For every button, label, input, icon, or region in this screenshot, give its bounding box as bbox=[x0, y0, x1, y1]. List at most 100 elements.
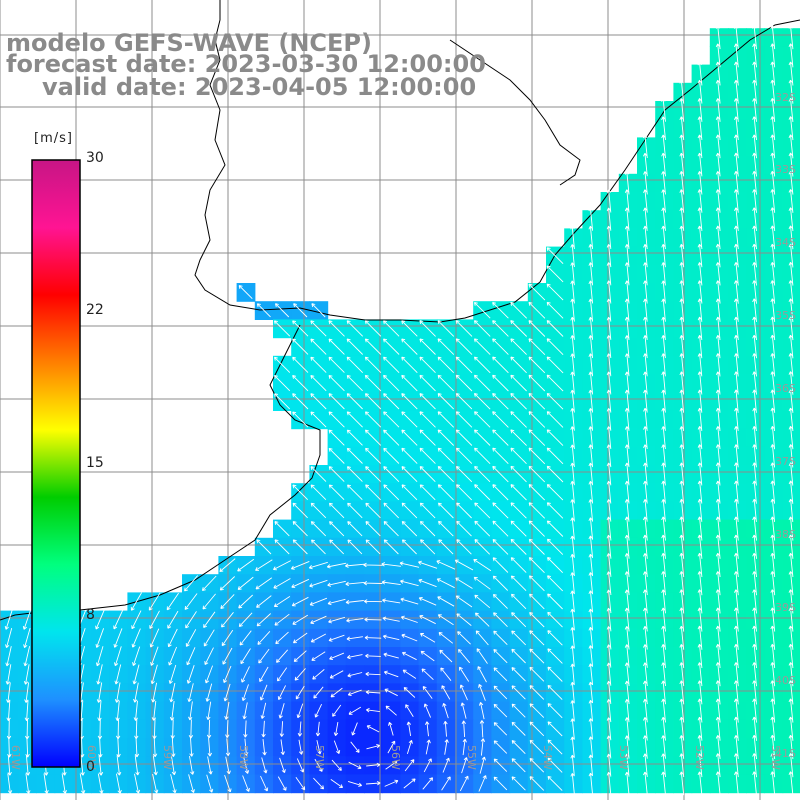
wind-arrow bbox=[752, 371, 757, 395]
wind-arrow bbox=[170, 755, 177, 776]
wind-arrow bbox=[383, 393, 400, 410]
wind-arrow bbox=[643, 298, 648, 322]
wind-arrow bbox=[455, 338, 473, 355]
wind-arrow bbox=[715, 662, 721, 687]
wind-arrow bbox=[280, 739, 285, 755]
wind-arrow bbox=[419, 393, 436, 410]
wind-arrow bbox=[168, 646, 178, 666]
wind-arrow bbox=[624, 298, 630, 322]
wind-arrow bbox=[715, 571, 721, 596]
wind-arrow bbox=[570, 608, 575, 631]
wind-arrow bbox=[788, 207, 794, 232]
wind-arrow bbox=[570, 225, 575, 249]
wind-arrow bbox=[437, 447, 454, 464]
wind-arrow bbox=[679, 189, 685, 213]
wind-arrow bbox=[528, 465, 546, 483]
wind-arrow bbox=[315, 721, 321, 737]
wind-arrow bbox=[588, 335, 594, 359]
wind-arrow bbox=[383, 411, 400, 428]
wind-arrow bbox=[570, 572, 575, 595]
wind-arrow bbox=[734, 480, 739, 504]
wind-arrow bbox=[734, 407, 739, 431]
wind-arrow bbox=[292, 539, 308, 555]
wind-arrow bbox=[273, 356, 291, 373]
wind-arrow bbox=[715, 243, 721, 268]
wind-arrow bbox=[547, 557, 564, 574]
wind-arrow bbox=[733, 753, 739, 778]
wind-arrow bbox=[788, 625, 794, 650]
wind-arrow bbox=[588, 718, 593, 740]
wind-arrow bbox=[492, 538, 509, 555]
wind-arrow bbox=[715, 735, 721, 759]
wind-arrow bbox=[715, 534, 721, 559]
wind-arrow bbox=[624, 607, 630, 632]
wind-arrow bbox=[570, 408, 575, 431]
wind-arrow bbox=[788, 680, 794, 705]
wind-arrow bbox=[187, 683, 194, 703]
wind-arrow bbox=[493, 667, 508, 682]
wind-arrow bbox=[311, 303, 326, 318]
wind-arrow bbox=[770, 480, 776, 504]
wind-arrow bbox=[221, 629, 234, 647]
wind-arrow bbox=[570, 244, 575, 268]
wind-arrow bbox=[149, 628, 160, 648]
wind-arrow bbox=[242, 775, 250, 792]
wind-arrow bbox=[661, 534, 666, 559]
wind-arrow bbox=[363, 562, 383, 568]
wind-arrow bbox=[734, 371, 739, 395]
wind-arrow bbox=[588, 389, 594, 413]
wind-arrow bbox=[401, 320, 418, 337]
wind-arrow bbox=[167, 610, 179, 629]
wind-arrow bbox=[528, 575, 545, 592]
wind-arrow bbox=[456, 502, 472, 519]
wind-arrow bbox=[733, 280, 739, 304]
coastline bbox=[0, 0, 800, 621]
wind-arrow bbox=[510, 356, 527, 374]
wind-arrow bbox=[511, 667, 526, 682]
wind-arrow bbox=[570, 298, 575, 322]
wind-arrow bbox=[477, 666, 487, 683]
wind-arrow bbox=[293, 650, 307, 662]
wind-arrow bbox=[697, 98, 703, 122]
wind-arrow bbox=[770, 98, 776, 122]
colorbar-tick-15: 15 bbox=[86, 455, 104, 471]
wind-arrow bbox=[203, 611, 216, 629]
wind-arrow bbox=[788, 116, 794, 141]
wind-arrow bbox=[493, 612, 508, 628]
wind-arrow bbox=[219, 576, 236, 591]
wind-arrow bbox=[606, 771, 612, 795]
wind-arrow bbox=[455, 465, 473, 483]
wind-arrow bbox=[293, 303, 308, 318]
wind-arrow bbox=[715, 753, 721, 778]
wind-arrow bbox=[770, 334, 776, 359]
wind-arrow bbox=[134, 737, 140, 758]
wind-arrow bbox=[510, 557, 527, 573]
coastline-uruguay-inland bbox=[449, 39, 581, 186]
wind-arrow bbox=[261, 720, 266, 738]
wind-arrow bbox=[510, 502, 527, 519]
wind-arrow bbox=[752, 61, 757, 86]
wind-arrow bbox=[788, 498, 794, 522]
wind-arrow bbox=[752, 316, 757, 341]
wind-arrow bbox=[661, 98, 666, 122]
wind-arrow bbox=[788, 280, 794, 304]
wind-arrow bbox=[459, 684, 468, 701]
wind-arrow bbox=[363, 581, 383, 586]
lon-label: 54W bbox=[541, 745, 554, 770]
wind-arrow bbox=[770, 425, 776, 450]
wind-arrow bbox=[238, 612, 253, 628]
wind-arrow bbox=[383, 356, 400, 374]
wind-arrow bbox=[624, 771, 630, 795]
wind-arrow bbox=[364, 617, 382, 622]
wind-arrow bbox=[770, 43, 776, 68]
wind-arrow bbox=[95, 628, 105, 648]
wind-arrow bbox=[363, 599, 383, 604]
wind-arrow bbox=[241, 684, 249, 701]
wind-arrow bbox=[242, 702, 248, 720]
wind-arrow bbox=[422, 777, 434, 790]
wind-arrow bbox=[347, 780, 363, 787]
wind-arrow bbox=[643, 462, 648, 486]
wind-arrow bbox=[224, 701, 230, 720]
wind-arrow bbox=[588, 262, 594, 286]
wind-arrow bbox=[259, 684, 268, 701]
